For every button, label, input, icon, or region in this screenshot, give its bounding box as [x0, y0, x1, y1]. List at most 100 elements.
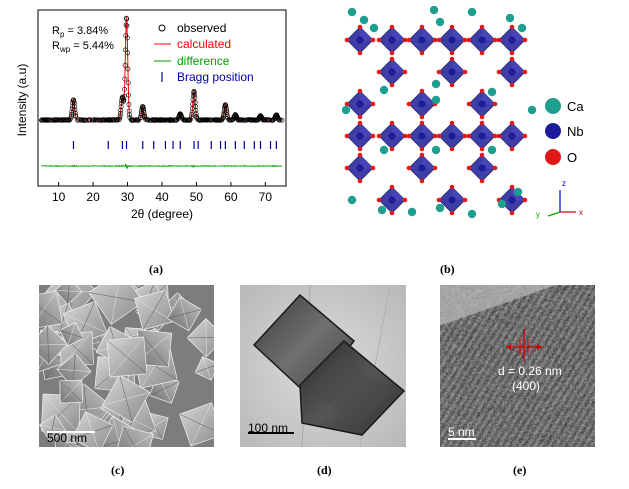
- ca-atom: [432, 146, 440, 154]
- axis-x-label: x: [579, 208, 583, 217]
- o-atom: [403, 38, 408, 43]
- nb-atom: [389, 197, 396, 204]
- x-axis-label: 2θ (degree): [131, 207, 193, 221]
- ca-atom: [432, 96, 440, 104]
- o-atom: [450, 25, 455, 30]
- x-tick-label: 50: [190, 190, 204, 204]
- ca-atom: [370, 24, 378, 32]
- ca-atom: [348, 8, 356, 16]
- o-atom: [467, 166, 472, 171]
- nb-atom: [357, 133, 364, 140]
- plane-label: (400): [512, 379, 540, 393]
- o-atom: [480, 51, 485, 56]
- nb-atom: [449, 37, 456, 44]
- o-atom: [480, 115, 485, 120]
- nb-atom: [357, 101, 364, 108]
- o-atom: [450, 51, 455, 56]
- o-atom: [450, 83, 455, 88]
- o-atom: [437, 198, 442, 203]
- o-atom: [390, 51, 395, 56]
- o-atom: [497, 70, 502, 75]
- nb-atom: [419, 101, 426, 108]
- o-atom: [377, 198, 382, 203]
- o-atom: [390, 83, 395, 88]
- ca-atom: [518, 24, 526, 32]
- o-atom: [345, 102, 350, 107]
- ca-atom: [348, 196, 356, 204]
- legend-observed: observed: [177, 21, 226, 35]
- o-atom: [493, 134, 498, 139]
- o-atom: [510, 83, 515, 88]
- o-atom: [345, 38, 350, 43]
- o-atom: [480, 179, 485, 184]
- o-atom: [377, 38, 382, 43]
- o-atom: [523, 38, 528, 43]
- o-atom: [390, 25, 395, 30]
- x-tick-label: 30: [121, 190, 135, 204]
- nb-atom: [449, 197, 456, 204]
- ca-atom: [488, 146, 496, 154]
- o-atom: [463, 38, 468, 43]
- legend-bragg: Bragg position: [177, 70, 254, 84]
- o-atom: [358, 121, 363, 126]
- o-atom: [390, 185, 395, 190]
- o-atom: [420, 179, 425, 184]
- o-atom: [523, 198, 528, 203]
- o-atom: [390, 121, 395, 126]
- nb-atom: [479, 165, 486, 172]
- o-atom: [420, 115, 425, 120]
- caption-d: (d): [317, 463, 332, 478]
- o-atom: [433, 38, 438, 43]
- o-atom: [407, 134, 412, 139]
- o-atom: [390, 147, 395, 152]
- nb-atom: [509, 197, 516, 204]
- o-atom: [407, 38, 412, 43]
- axis-z-label: z: [562, 179, 566, 188]
- ca-atom: [430, 6, 438, 14]
- nb-atom: [479, 37, 486, 44]
- o-atom: [497, 38, 502, 43]
- o-atom: [433, 166, 438, 171]
- o-atom: [345, 134, 350, 139]
- caption-c: (c): [111, 463, 124, 478]
- sem-image: 500 nm: [39, 285, 214, 447]
- o-atom: [403, 70, 408, 75]
- nb-atom: [419, 133, 426, 140]
- o-atom: [467, 102, 472, 107]
- o-atom: [358, 115, 363, 120]
- ca-atom: [514, 188, 522, 196]
- o-atom: [480, 147, 485, 152]
- legend-o-ball: [545, 149, 561, 165]
- legend-observed-marker: [159, 25, 165, 31]
- sem-scale-label: 500 nm: [47, 431, 87, 445]
- o-atom: [510, 25, 515, 30]
- nb-atom: [479, 101, 486, 108]
- o-atom: [437, 134, 442, 139]
- o-atom: [493, 166, 498, 171]
- nb-atom: [419, 37, 426, 44]
- o-atom: [510, 121, 515, 126]
- sem-octahedra: [39, 285, 214, 447]
- o-atom: [510, 185, 515, 190]
- axis-y-label: y: [536, 210, 540, 219]
- xrd-plot: Intensity (a.u) 2θ (degree) 10 20 30 40 50 60…: [0, 0, 300, 245]
- legend-o: O: [567, 150, 577, 165]
- x-tick-label: 70: [259, 190, 273, 204]
- o-atom: [450, 121, 455, 126]
- o-atom: [420, 147, 425, 152]
- o-atom: [358, 89, 363, 94]
- hrtem-scale-bar: [448, 438, 476, 440]
- o-atom: [403, 198, 408, 203]
- o-atom: [467, 134, 472, 139]
- ca-atom: [380, 86, 388, 94]
- o-atom: [403, 134, 408, 139]
- o-atom: [480, 121, 485, 126]
- axis-y-arrow: [548, 212, 560, 216]
- ca-atom: [360, 16, 368, 24]
- o-atom: [497, 134, 502, 139]
- legend-difference: difference: [177, 54, 230, 68]
- legend-ca: Ca: [567, 99, 584, 114]
- o-atom: [407, 166, 412, 171]
- o-atom: [371, 102, 376, 107]
- nb-atom: [357, 165, 364, 172]
